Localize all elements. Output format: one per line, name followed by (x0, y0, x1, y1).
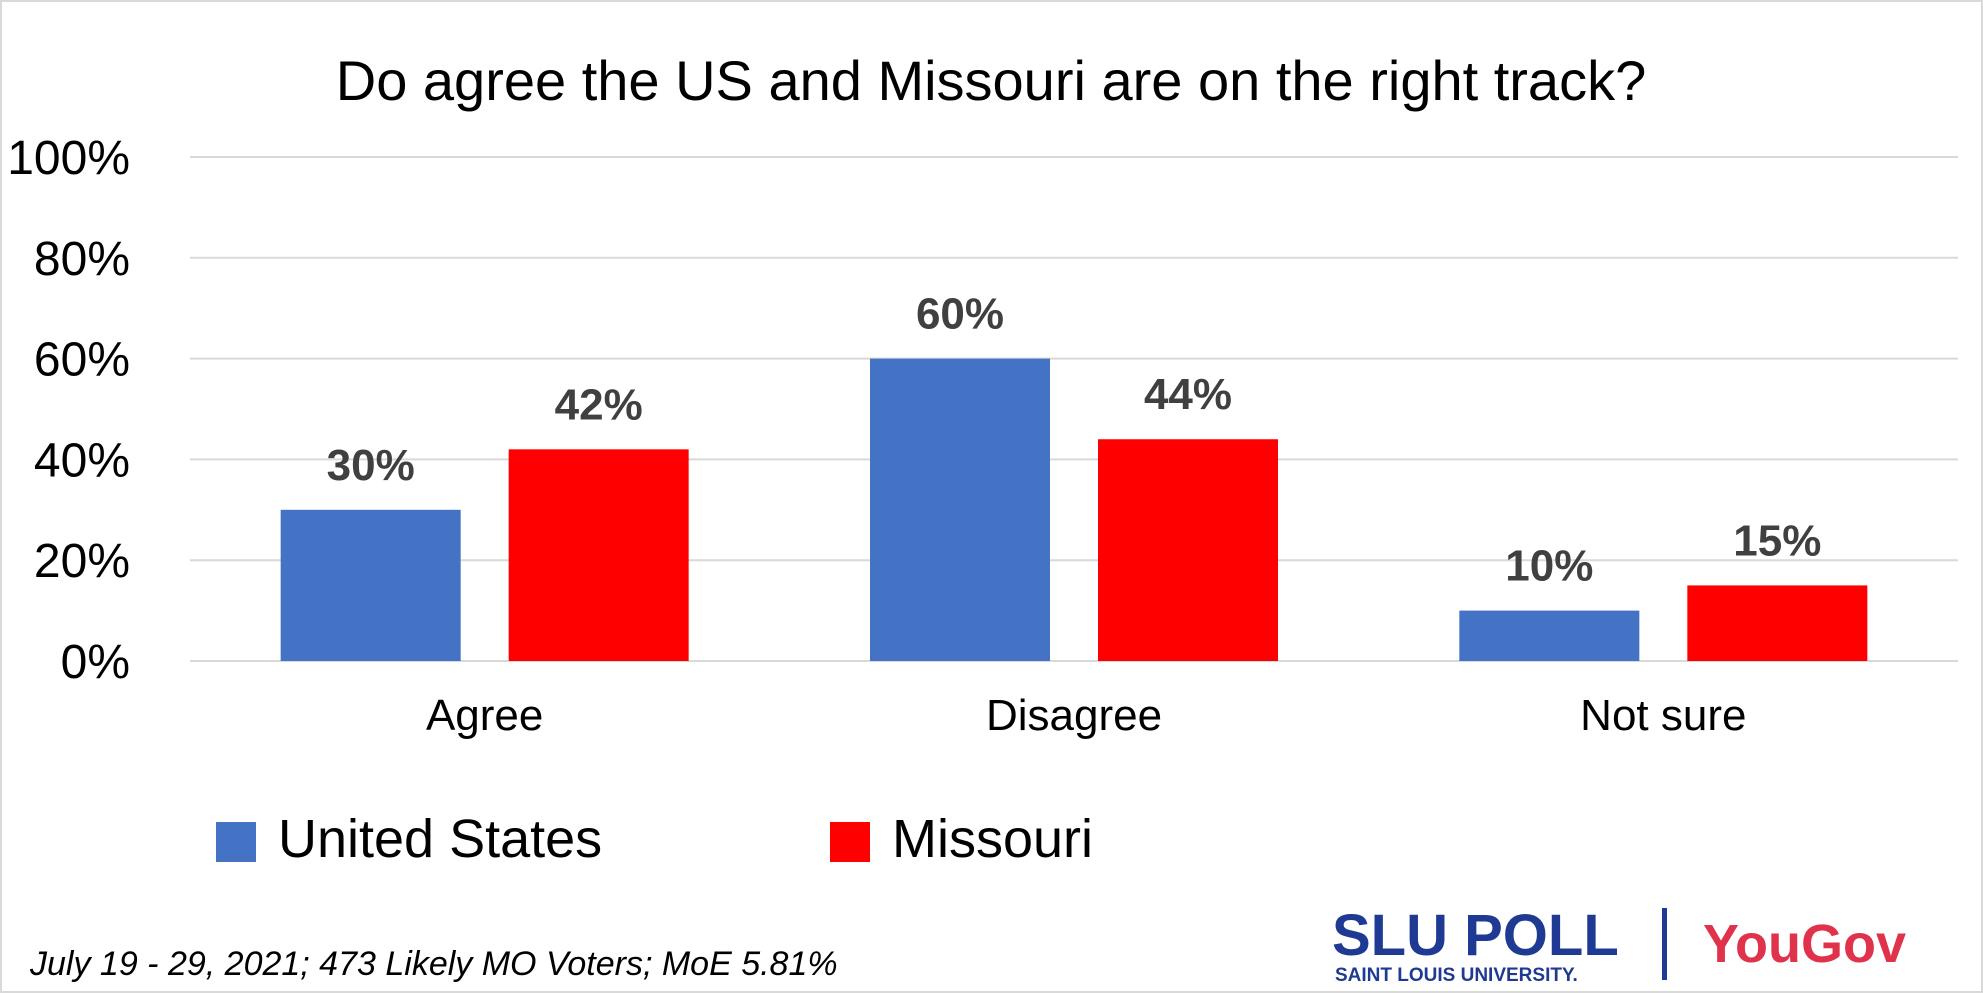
x-tick-label: Disagree (986, 691, 1162, 740)
data-labels: 30% 42% 60% 44% 10% 15% (327, 290, 1822, 591)
slu-poll-logo: SLU POLL SAINT LOUIS UNIVERSITY. (1332, 903, 1619, 986)
footnote: July 19 - 29, 2021; 473 Likely MO Voters… (29, 945, 838, 983)
bar-missouri-not-sure (1687, 585, 1868, 661)
data-label: 30% (327, 441, 415, 490)
y-tick-label: 60% (34, 334, 130, 387)
data-label: 60% (916, 290, 1004, 339)
y-tick-label: 80% (34, 233, 130, 286)
y-tick-label: 0% (61, 636, 130, 689)
bars (280, 358, 1868, 661)
logo-divider (1662, 908, 1667, 980)
data-label: 44% (1144, 370, 1232, 419)
legend-label: Missouri (892, 809, 1093, 869)
bar-united-states-agree (280, 509, 461, 661)
legend-label: United States (278, 809, 602, 869)
y-tick-label: 100% (7, 132, 130, 185)
slu-poll-logo-text: SLU POLL (1332, 903, 1619, 968)
bar-missouri-agree (508, 449, 689, 661)
y-tick-label: 20% (34, 535, 130, 588)
gridlines (190, 156, 1958, 662)
chart-title: Do agree the US and Missouri are on the … (336, 49, 1646, 112)
legend: United States Missouri (216, 809, 1093, 869)
bar-united-states-not-sure (1459, 610, 1640, 661)
x-tick-label: Agree (426, 691, 543, 740)
y-tick-label: 40% (34, 434, 130, 487)
x-axis-tick-labels: Agree Disagree Not sure (426, 691, 1747, 740)
data-label: 15% (1733, 516, 1821, 565)
slu-university-text: SAINT LOUIS UNIVERSITY. (1335, 965, 1578, 986)
x-tick-label: Not sure (1580, 691, 1746, 740)
bar-united-states-disagree (870, 358, 1050, 661)
legend-swatch (216, 822, 256, 862)
data-label: 42% (555, 380, 643, 429)
y-axis-tick-labels: 0% 20% 40% 60% 80% 100% (7, 132, 130, 689)
data-label: 10% (1505, 542, 1593, 591)
bar-missouri-disagree (1098, 439, 1278, 661)
yougov-logo: YouGov (1703, 914, 1906, 974)
legend-swatch (830, 822, 870, 862)
